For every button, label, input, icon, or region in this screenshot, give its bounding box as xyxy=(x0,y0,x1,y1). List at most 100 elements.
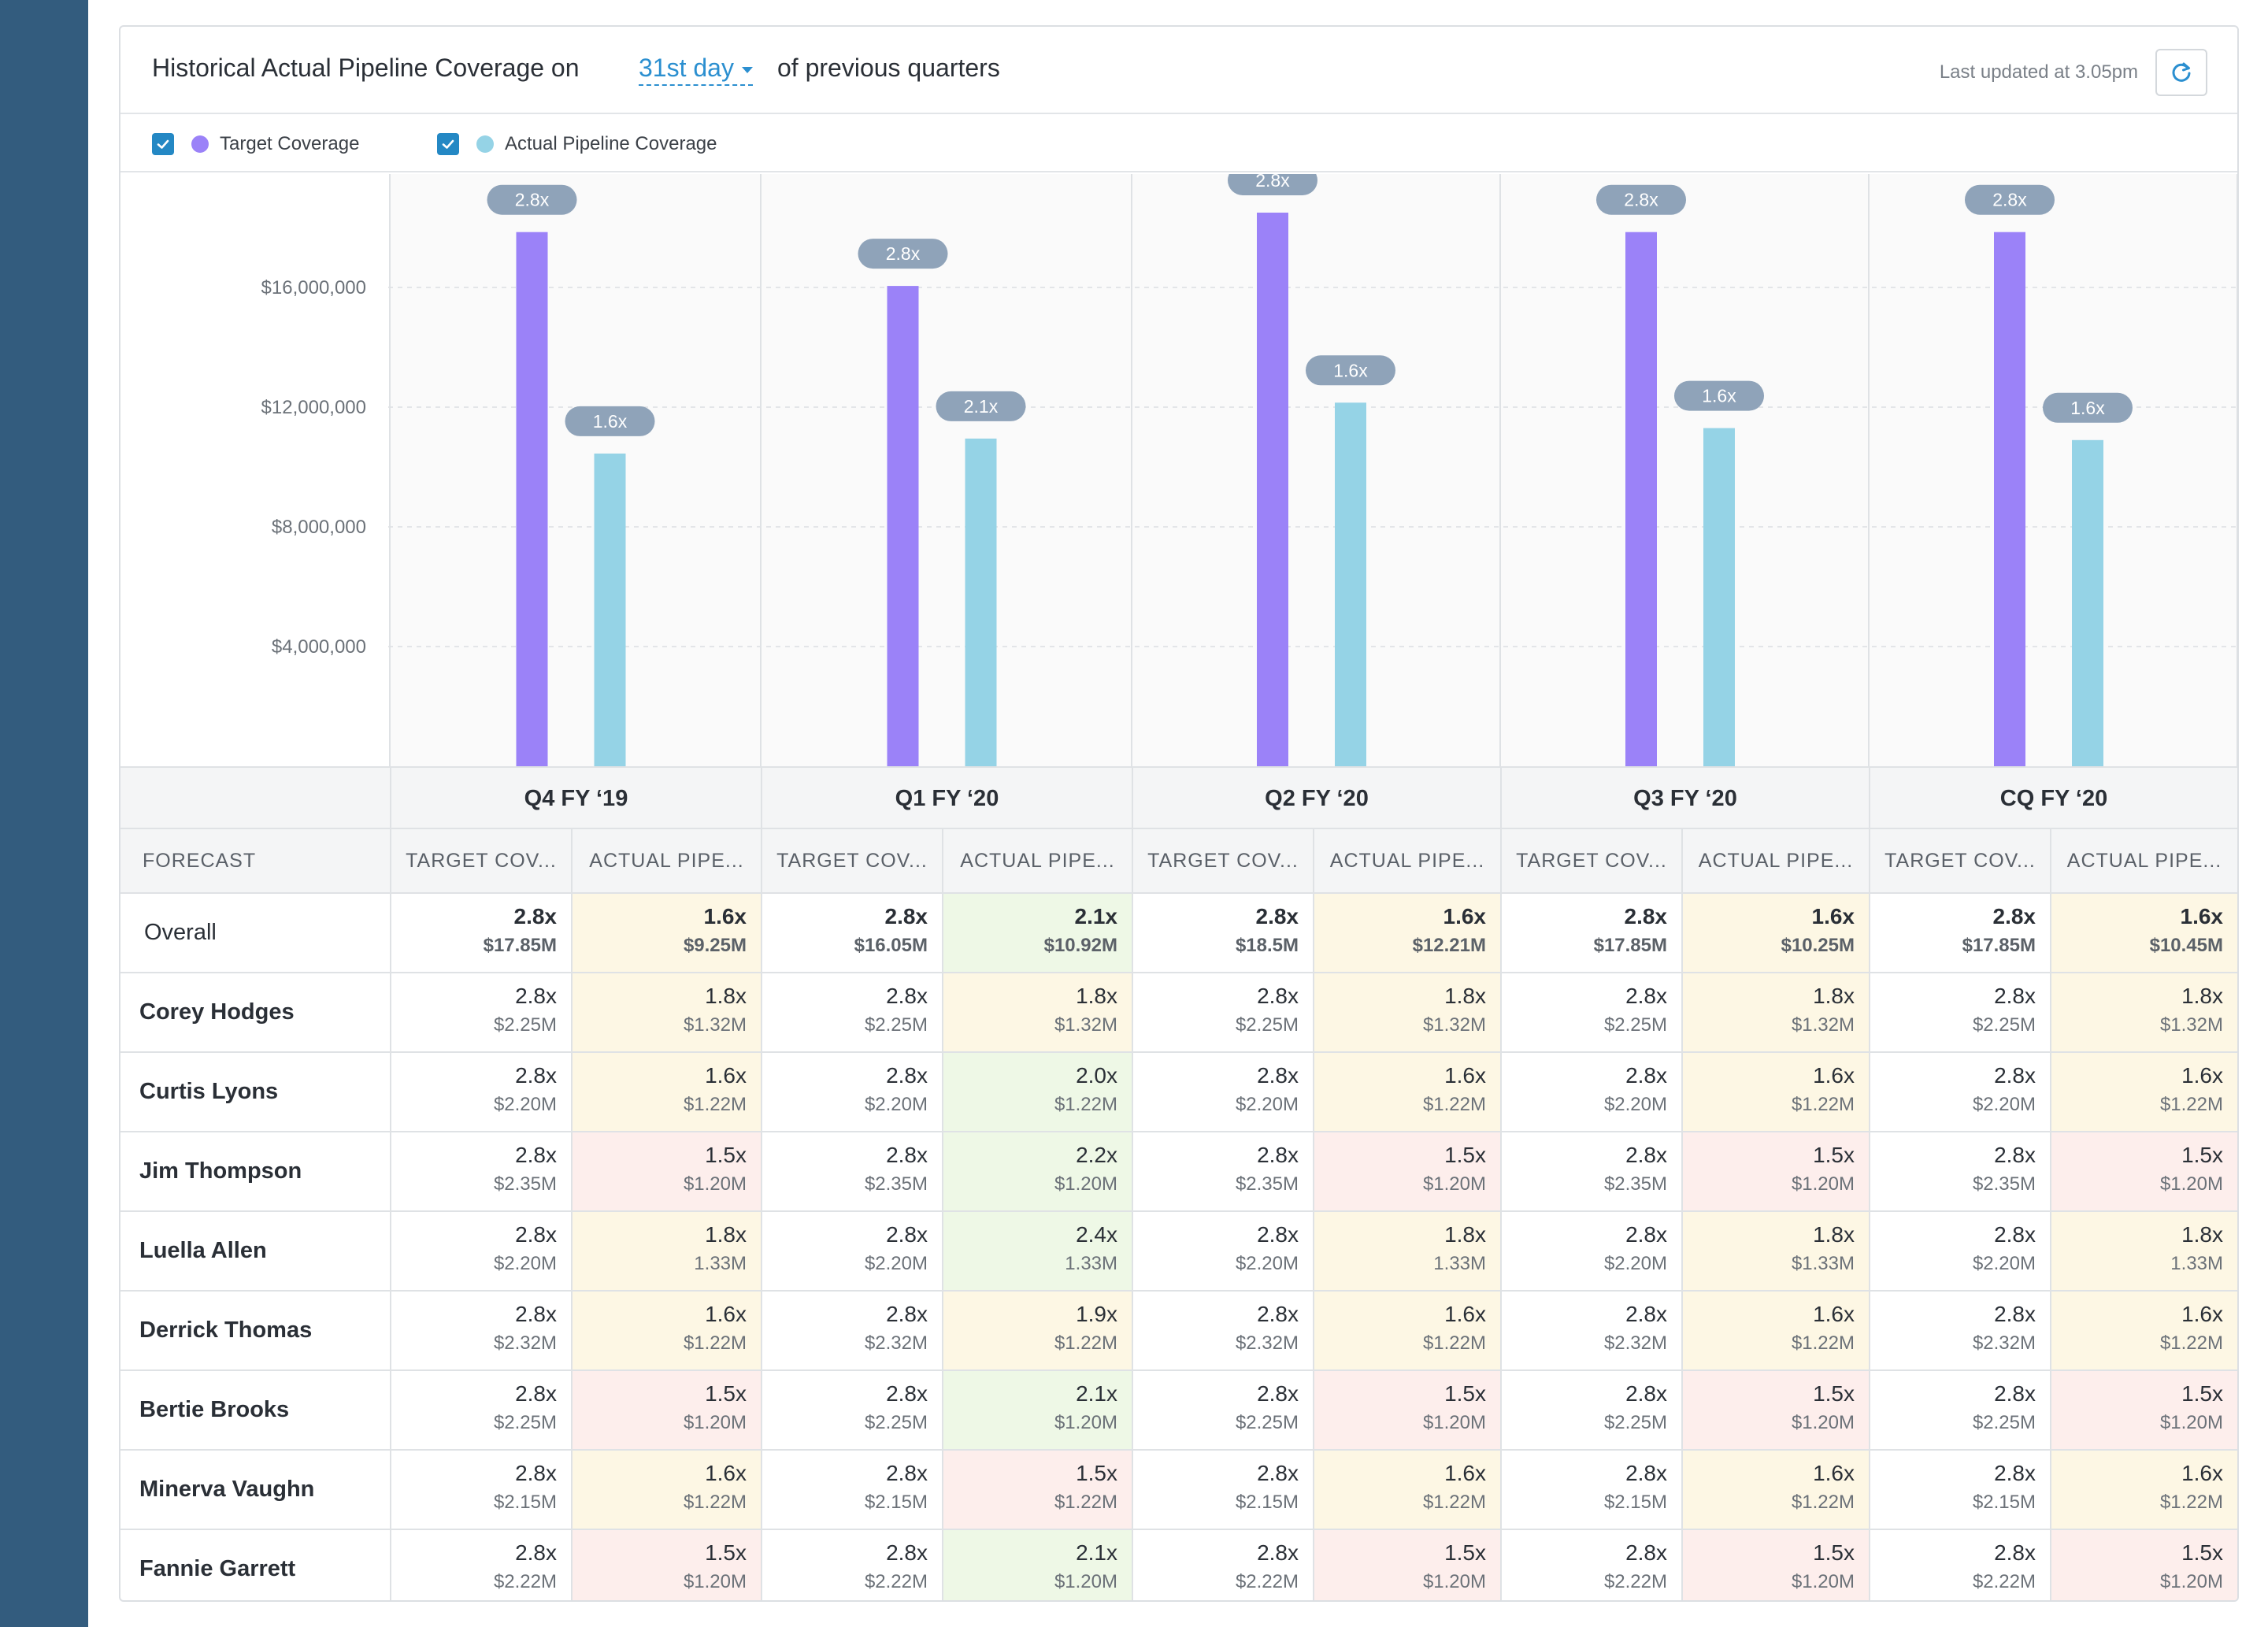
actual-amount: $9.25M xyxy=(683,935,747,956)
coverage-ratio-badge xyxy=(1674,380,1764,411)
target-ratio: 2.8x xyxy=(515,984,557,1008)
actual-coverage-cell: 2.0x $1.22M xyxy=(942,1053,1132,1131)
target-ratio: 2.8x xyxy=(1257,1063,1299,1088)
target-coverage-cell: 2.8x $2.32M xyxy=(1132,1292,1313,1369)
actual-coverage-cell: 1.6x $1.22M xyxy=(571,1053,761,1131)
actual-ratio: 1.8x xyxy=(1813,984,1855,1008)
actual-pipeline-column-header[interactable]: ACTUAL PIPE... xyxy=(571,829,761,892)
actual-pipeline-column-header[interactable]: ACTUAL PIPE... xyxy=(1681,829,1869,892)
target-amount: $2.20M xyxy=(864,1253,928,1274)
target-ratio: 2.8x xyxy=(515,1540,557,1565)
actual-coverage-cell: 1.6x $1.22M xyxy=(1313,1451,1500,1529)
actual-pipeline-column-header[interactable]: ACTUAL PIPE... xyxy=(942,829,1132,892)
y-axis-panel xyxy=(120,174,390,766)
target-amount: $2.35M xyxy=(1235,1173,1299,1195)
target-coverage-cell: 2.8x $17.85M xyxy=(390,894,571,972)
actual-coverage-cell: 1.5x $1.22M xyxy=(942,1451,1132,1529)
actual-amount: $1.20M xyxy=(683,1412,747,1433)
actual-amount: $10.25M xyxy=(1781,935,1855,956)
y-tick-label: $16,000,000 xyxy=(261,277,366,298)
actual-ratio: 1.6x xyxy=(703,904,747,928)
target-coverage-cell: 2.8x $18.5M xyxy=(1132,894,1313,972)
target-coverage-column-header[interactable]: TARGET COV... xyxy=(1500,829,1681,892)
target-amount: $2.15M xyxy=(1603,1492,1667,1513)
actual-pipeline-column-header[interactable]: ACTUAL PIPE... xyxy=(2050,829,2237,892)
target-amount: $2.22M xyxy=(493,1571,557,1592)
target-ratio: 2.8x xyxy=(1257,984,1299,1008)
target-coverage-cell: 2.8x $2.20M xyxy=(1869,1053,2050,1131)
actual-ratio: 1.5x xyxy=(1813,1381,1855,1406)
actual-ratio: 1.5x xyxy=(1813,1143,1855,1167)
target-coverage-cell: 2.8x $2.15M xyxy=(1869,1451,2050,1529)
actual-ratio: 1.8x xyxy=(1076,984,1117,1008)
actual-amount: $1.22M xyxy=(2159,1094,2223,1115)
target-coverage-cell: 2.8x $2.20M xyxy=(1500,1053,1681,1131)
quarter-header: Q2 FY ‘20 xyxy=(1132,768,1500,829)
actual-ratio: 1.5x xyxy=(705,1540,747,1565)
target-ratio: 2.8x xyxy=(1625,1222,1667,1247)
actual-amount: $1.20M xyxy=(1422,1412,1486,1433)
target-ratio: 2.8x xyxy=(1257,1143,1299,1167)
actual-coverage-cell: 1.6x $1.22M xyxy=(571,1451,761,1529)
y-tick-label: $8,000,000 xyxy=(272,517,366,538)
actual-ratio: 1.5x xyxy=(705,1143,747,1167)
actual-ratio: 1.8x xyxy=(1813,1222,1855,1247)
target-amount: $2.22M xyxy=(1972,1571,2036,1592)
coverage-ratio-label: 2.8x xyxy=(886,243,921,264)
actual-ratio: 1.6x xyxy=(705,1302,747,1326)
legend-item-target-coverage[interactable]: Target Coverage xyxy=(152,132,359,157)
target-ratio: 2.8x xyxy=(513,904,558,928)
actual-coverage-cell: 1.8x $1.32M xyxy=(571,973,761,1051)
target-coverage-cell: 2.8x $2.20M xyxy=(761,1212,942,1290)
actual-coverage-checkbox[interactable] xyxy=(437,133,459,155)
actual-coverage-cell: 1.8x 1.33M xyxy=(2050,1212,2237,1290)
target-coverage-cell: 2.8x $2.15M xyxy=(761,1451,942,1529)
target-coverage-column-header[interactable]: TARGET COV... xyxy=(761,829,942,892)
target-amount: $2.25M xyxy=(1603,1412,1667,1433)
row-name: Luella Allen xyxy=(139,1238,267,1263)
target-amount: $2.25M xyxy=(864,1412,928,1433)
target-amount: $17.85M xyxy=(1593,935,1667,956)
target-coverage-bar xyxy=(887,286,919,766)
target-coverage-column-header[interactable]: TARGET COV... xyxy=(390,829,571,892)
actual-amount: $1.22M xyxy=(1791,1094,1855,1115)
forecast-column-header[interactable]: FORECAST xyxy=(143,849,257,872)
actual-amount: $1.20M xyxy=(1422,1173,1486,1195)
target-ratio: 2.8x xyxy=(886,1302,928,1326)
target-coverage-column-header[interactable]: TARGET COV... xyxy=(1869,829,2050,892)
row-name: Fannie Garrett xyxy=(139,1556,296,1581)
target-coverage-cell: 2.8x $2.32M xyxy=(761,1292,942,1369)
refresh-button[interactable] xyxy=(2155,49,2207,96)
actual-ratio: 1.5x xyxy=(2181,1540,2223,1565)
actual-coverage-cell: 2.1x $1.20M xyxy=(942,1530,1132,1600)
target-coverage-checkbox[interactable] xyxy=(152,133,174,155)
row-name: Bertie Brooks xyxy=(139,1397,290,1422)
actual-pipeline-column-header[interactable]: ACTUAL PIPE... xyxy=(1313,829,1500,892)
table-row: Corey Hodges 2.8x $2.25M 1.8x $1.32M 2.8x $2.2… xyxy=(120,973,2237,1053)
actual-amount: $1.20M xyxy=(1791,1412,1855,1433)
target-amount: $2.22M xyxy=(1235,1571,1299,1592)
legend-item-actual-coverage[interactable]: Actual Pipeline Coverage xyxy=(437,132,717,157)
target-coverage-cell: 2.8x $2.25M xyxy=(1132,973,1313,1051)
period-dropdown[interactable]: 31st day xyxy=(639,54,753,86)
actual-amount: $1.32M xyxy=(2159,1014,2223,1036)
chart-legend: Target Coverage Actual Pipeline Coverage xyxy=(120,116,2237,172)
actual-ratio: 1.6x xyxy=(705,1063,747,1088)
bar-chart: $4,000,000 $8,000,000 $12,000,000 $16,000,0… xyxy=(120,174,2237,766)
actual-ratio: 1.6x xyxy=(1444,1461,1486,1485)
target-ratio: 2.8x xyxy=(886,1143,928,1167)
actual-amount: $1.20M xyxy=(1054,1571,1117,1592)
target-ratio: 2.8x xyxy=(1994,1461,2036,1485)
target-ratio: 2.8x xyxy=(1994,1143,2036,1167)
target-amount: $2.32M xyxy=(1235,1332,1299,1354)
actual-amount: $1.20M xyxy=(1422,1571,1486,1592)
actual-ratio: 1.8x xyxy=(705,984,747,1008)
target-amount: $2.20M xyxy=(493,1094,557,1115)
target-amount: $2.35M xyxy=(493,1173,557,1195)
target-amount: $2.20M xyxy=(1235,1094,1299,1115)
target-coverage-column-header[interactable]: TARGET COV... xyxy=(1132,829,1313,892)
actual-ratio: 1.6x xyxy=(2181,1461,2223,1485)
actual-ratio: 1.9x xyxy=(1076,1302,1117,1326)
actual-coverage-cell: 1.6x $12.21M xyxy=(1313,894,1500,972)
target-amount: $2.25M xyxy=(1972,1014,2036,1036)
